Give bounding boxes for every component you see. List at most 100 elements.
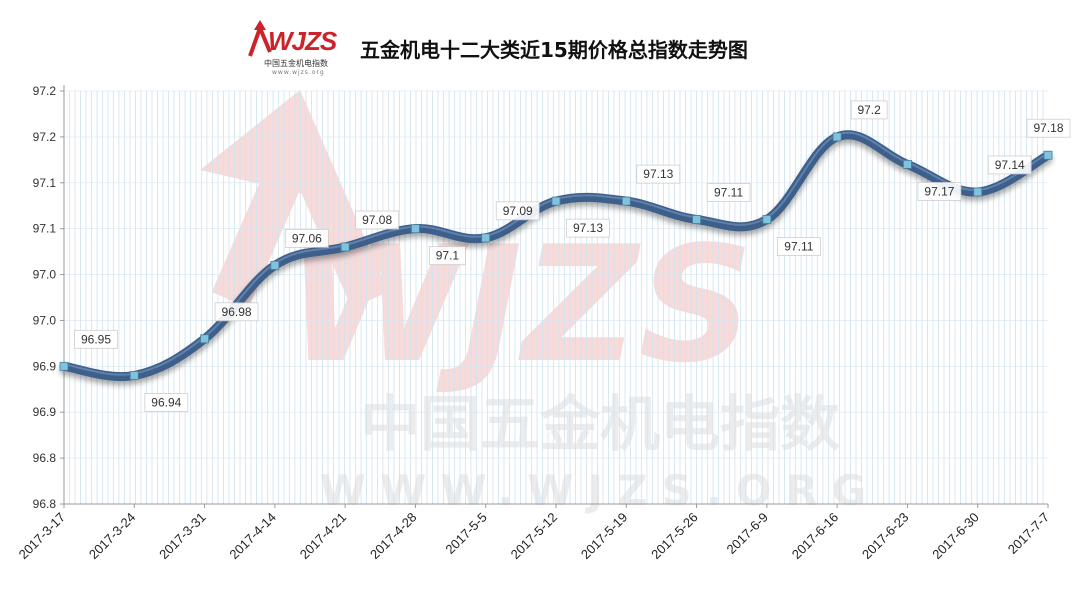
- data-label-box: [987, 155, 1032, 175]
- data-label-text: 97.11: [784, 239, 813, 253]
- y-tick-label: 96.9: [33, 359, 57, 373]
- data-point: [832, 132, 842, 142]
- x-tick-label: 2017-3-17: [16, 510, 69, 563]
- data-label-text: 96.94: [151, 396, 181, 410]
- data-point: [762, 215, 772, 224]
- x-tick-label: 2017-3-24: [86, 510, 139, 563]
- x-tick-label: 2017-4-28: [367, 510, 420, 563]
- x-tick-label: 2017-5-19: [578, 510, 631, 563]
- data-label-text: 97.1: [436, 249, 460, 263]
- data-label-box: [144, 393, 189, 412]
- data-label: 97.11: [776, 237, 821, 256]
- x-tick-label: 2017-6-16: [789, 510, 842, 563]
- data-label-box: [74, 329, 118, 349]
- watermark-url: WWW.WJZS.ORG: [320, 466, 881, 515]
- data-label-box: [214, 302, 259, 322]
- data-label: 97.1: [429, 246, 466, 266]
- data-point: [903, 160, 912, 169]
- data-point: [340, 242, 350, 252]
- x-tick-label: 2017-5-5: [442, 510, 489, 557]
- data-label: 96.98: [214, 302, 259, 322]
- data-label-box: [355, 210, 400, 230]
- data-label: 97.17: [917, 182, 962, 201]
- y-tick-label: 97.1: [33, 176, 57, 190]
- data-label: 97.08: [355, 210, 400, 230]
- data-label-box: [566, 218, 610, 238]
- data-label-text: 97.11: [714, 185, 743, 199]
- data-label-box: [1026, 118, 1071, 138]
- logo-url: www.wjzs.org: [272, 69, 325, 76]
- data-label-box: [284, 228, 329, 248]
- data-point: [551, 196, 561, 206]
- y-tick-label: 97.2: [33, 130, 57, 144]
- data-label-box: [706, 183, 751, 202]
- data-label: 97.14: [987, 155, 1032, 175]
- data-label-text: 97.13: [643, 167, 673, 181]
- data-labels-group: 96.95 96.94 96.98 97.06 97.08 97.1 97.09 97.13 9…: [74, 100, 1071, 412]
- logo-arrow-icon: [248, 20, 272, 57]
- watermark: WJZS 中国五金机电指数 WWW.WJZS.ORG: [200, 90, 881, 515]
- grid-lines: [63, 90, 1048, 505]
- y-tick-label: 97.1: [33, 222, 57, 236]
- y-tick-label: 96.8: [33, 451, 57, 465]
- y-axis-ticks: 96.8 96.8 96.9 96.9 97.0 97.0 97.1 97.1 97.2 97.2: [33, 84, 64, 511]
- data-point: [973, 187, 983, 197]
- data-label: 96.94: [144, 393, 189, 412]
- x-tick-label: 2017-5-12: [508, 510, 561, 563]
- data-label-text: 97.14: [995, 158, 1025, 172]
- data-point: [1043, 150, 1053, 160]
- watermark-arrow-head: [200, 90, 330, 200]
- data-label-text: 97.13: [573, 221, 603, 235]
- data-label: 97.09: [495, 201, 540, 221]
- data-label: 97.2: [850, 100, 888, 120]
- x-tick-label: 2017-4-21: [297, 510, 350, 563]
- data-label: 97.06: [284, 228, 329, 248]
- logo-subtitle: 中国五金机电指数: [264, 59, 328, 68]
- y-tick-label: 96.8: [33, 497, 57, 511]
- x-tick-label: 2017-6-9: [724, 510, 771, 557]
- y-tick-label: 96.9: [33, 405, 57, 419]
- data-label-text: 97.09: [503, 204, 533, 218]
- y-tick-label: 97.2: [33, 84, 57, 98]
- data-point: [200, 334, 209, 344]
- wjzs-logo: WJZS 中国五金机电指数 www.wjzs.org: [246, 18, 346, 80]
- x-tick-label: 2017-6-23: [859, 510, 912, 563]
- watermark-cn: 中国五金机电指数: [360, 390, 840, 460]
- logo-brand: WJZS: [268, 26, 337, 56]
- chart-title: 五金机电十二大类近15期价格总指数走势图: [360, 38, 748, 62]
- x-tick-label: 2017-5-26: [648, 510, 701, 563]
- data-label-text: 96.98: [222, 305, 252, 319]
- data-label-text: 97.2: [857, 103, 881, 117]
- data-point: [59, 361, 69, 371]
- x-tick-label: 2017-3-31: [156, 510, 209, 563]
- data-label: 97.13: [636, 164, 681, 184]
- chart-header: WJZS 中国五金机电指数 www.wjzs.org 五金机电十二大类近15期价…: [0, 0, 1075, 90]
- data-label: 96.95: [74, 329, 118, 349]
- y-tick-label: 97.0: [33, 268, 57, 282]
- data-point: [481, 233, 491, 243]
- data-label-text: 97.08: [362, 213, 392, 227]
- markers-group: [59, 132, 1053, 380]
- data-label-box: [495, 201, 540, 221]
- x-tick-label: 2017-6-30: [929, 510, 982, 563]
- data-point: [411, 224, 420, 234]
- data-label-text: 97.18: [1033, 121, 1063, 135]
- data-label-text: 97.17: [924, 184, 954, 198]
- data-label: 97.11: [706, 183, 751, 202]
- data-label-box: [776, 237, 821, 256]
- data-point: [621, 196, 631, 206]
- data-point: [692, 215, 701, 224]
- x-tick-label: 2017-7-7: [1005, 510, 1052, 557]
- data-label-box: [429, 246, 466, 266]
- data-point: [270, 260, 280, 270]
- data-label-text: 97.06: [292, 231, 322, 245]
- data-label-box: [850, 100, 888, 120]
- data-label-box: [636, 164, 681, 184]
- data-label: 97.18: [1026, 118, 1071, 138]
- data-label-box: [917, 182, 962, 201]
- data-label-text: 96.95: [81, 332, 111, 346]
- data-point: [129, 371, 139, 380]
- data-label: 97.13: [566, 218, 610, 238]
- x-tick-label: 2017-4-14: [226, 510, 279, 563]
